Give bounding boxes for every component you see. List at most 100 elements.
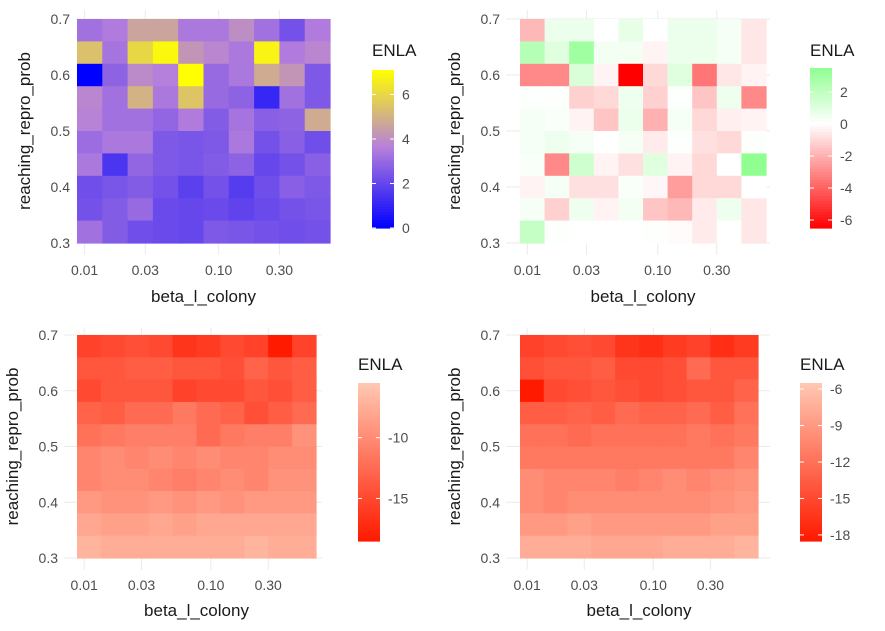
legend-color-step (372, 104, 394, 108)
heatmap-panel-bottom-left: 0.3 0.4 0.5 0.6 0.7 0.01 0.03 0.10 0.30 beta_l_co… (3, 327, 408, 620)
legend-color-step (358, 501, 380, 505)
heatmap-cell (667, 41, 693, 65)
x-tick-label: 0.10 (644, 262, 671, 278)
heatmap-cell (244, 491, 269, 514)
heatmap-cell (692, 19, 718, 42)
legend-color-step (358, 422, 380, 426)
heatmap-cell (569, 175, 595, 199)
heatmap-cell (220, 468, 245, 492)
heatmap-cell (279, 131, 306, 154)
heatmap-cell (667, 198, 693, 222)
x-tick-label: 0.03 (573, 262, 600, 278)
heatmap-cell (593, 63, 619, 87)
legend-color-step (800, 462, 822, 466)
heatmap-cell (692, 198, 718, 222)
legend-color-step (372, 117, 394, 121)
heatmap-cell (544, 108, 570, 132)
x-tick-label: 0.03 (128, 577, 155, 593)
legend-color-step (800, 417, 822, 421)
legend-color-step (800, 509, 822, 513)
legend-color-step (800, 519, 822, 524)
heatmap-cell (203, 63, 230, 87)
heatmap-cell (148, 446, 174, 470)
heatmap-cell (615, 491, 640, 514)
heatmap-cell (304, 41, 331, 65)
legend-color-step (810, 185, 832, 189)
legend-color-step (372, 170, 394, 174)
legend-color-step (810, 190, 832, 194)
heatmap-cell (686, 446, 711, 470)
legend-color-step (372, 175, 394, 179)
legend-color-step (800, 443, 822, 447)
heatmap-cell (639, 335, 664, 358)
legend-color-step (372, 172, 394, 176)
heatmap-cell (686, 357, 711, 381)
heatmap-cell (102, 175, 129, 199)
heatmap-cell (279, 41, 306, 65)
heatmap-cell (77, 401, 102, 425)
heatmap-cell (244, 424, 269, 448)
legend-color-step (800, 477, 822, 482)
heatmap-cell (643, 131, 669, 154)
legend-color-step (810, 172, 832, 176)
heatmap-cell (662, 513, 688, 537)
heatmap-cell (228, 220, 255, 244)
heatmap-cell (127, 175, 154, 199)
heatmap-cell (543, 357, 569, 381)
legend-tick-label: -4 (840, 180, 853, 196)
legend-color-step (810, 188, 832, 192)
legend-color-step (372, 159, 394, 163)
legend-colorbar (800, 383, 822, 542)
legend-color-step (372, 120, 394, 124)
heatmap-cell (178, 19, 205, 42)
legend-tick-label: -2 (840, 148, 853, 164)
legend-color-step (800, 480, 822, 484)
heatmap-cell (228, 19, 255, 42)
heatmap-cell (662, 401, 688, 425)
heatmap-cell (268, 424, 293, 448)
legend-color-step (810, 209, 832, 213)
heatmap-cell (569, 63, 595, 87)
legend-color-step (372, 154, 394, 158)
y-tick-label: 0.3 (481, 550, 501, 566)
heatmap-cell (567, 491, 592, 514)
legend-color-step (372, 80, 394, 84)
heatmap-cell (520, 513, 545, 537)
legend-color-step (800, 435, 822, 439)
heatmap-cell (279, 153, 306, 177)
color-legend: ENLA 2 0 -2 -4 -6 (810, 41, 855, 229)
legend-color-step (810, 121, 832, 125)
heatmap-cell (77, 41, 103, 65)
heatmap-cell (268, 379, 293, 403)
legend-color-step (800, 385, 822, 389)
legend-color-step (372, 70, 394, 74)
heatmap-cell (643, 63, 669, 87)
heatmap-cell (220, 446, 245, 470)
heatmap-cell (268, 491, 293, 514)
legend-color-step (800, 419, 822, 424)
legend-color-step (800, 498, 822, 503)
heatmap-cell (102, 153, 129, 177)
heatmap-cell (152, 175, 179, 199)
legend-color-step (800, 433, 822, 437)
legend-color-step (358, 467, 380, 471)
legend-color-step (800, 506, 822, 510)
heatmap-cell (591, 424, 616, 448)
heatmap-cell (124, 491, 150, 514)
heatmap-cell (643, 41, 669, 65)
x-tick-label: 0.30 (697, 577, 724, 593)
heatmap-cell (667, 19, 693, 42)
heatmap-cell (686, 468, 711, 492)
heatmap-cell (127, 131, 154, 154)
heatmap-cell (686, 513, 711, 537)
legend-tick-label: 2 (402, 175, 410, 191)
heatmap-cell (148, 513, 174, 537)
legend-colorbar (372, 70, 394, 229)
legend-color-step (810, 86, 832, 90)
heatmap-cell (569, 86, 595, 110)
heatmap-cell (716, 19, 742, 42)
heatmap-cell (77, 424, 102, 448)
heatmap-cell (741, 108, 767, 132)
heatmap-cell (203, 41, 230, 65)
heatmap-cell (643, 220, 669, 244)
